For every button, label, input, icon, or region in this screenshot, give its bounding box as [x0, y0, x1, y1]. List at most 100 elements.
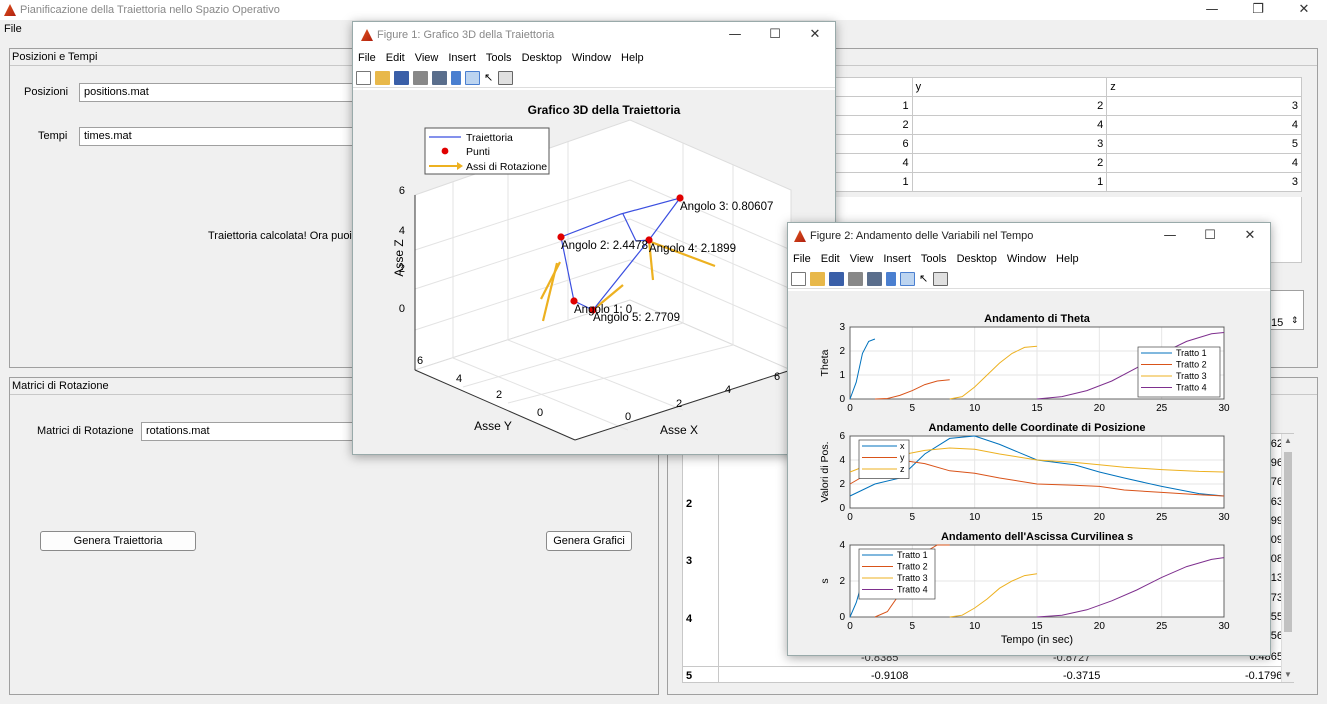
generate-trajectory-button[interactable]: Genera Traiettoria: [40, 531, 196, 551]
y-tick-label: 6: [839, 431, 845, 442]
save-icon[interactable]: [829, 271, 844, 286]
x-tick-label: 20: [1094, 512, 1106, 523]
figure2-minimize-button[interactable]: —: [1163, 228, 1177, 243]
figure1-menu-view[interactable]: View: [414, 52, 439, 64]
rotations-input[interactable]: rotations.mat: [141, 422, 361, 441]
figure2-menu-window[interactable]: Window: [1006, 253, 1047, 265]
legend-entry: Tratto 1: [897, 550, 928, 560]
x-tick-label: 5: [910, 621, 916, 632]
minimize-button[interactable]: —: [1205, 2, 1219, 17]
figure2-menu-view[interactable]: View: [849, 253, 874, 265]
figure2-menu-desktop[interactable]: Desktop: [956, 253, 997, 265]
cell[interactable]: -0.1796: [1245, 670, 1283, 682]
spinner-value[interactable]: 15: [1271, 317, 1284, 329]
cell[interactable]: 5: [1106, 134, 1302, 154]
scroll-down-icon[interactable]: ▼: [1284, 670, 1292, 679]
figure2-menu-edit[interactable]: Edit: [820, 253, 840, 265]
figure2-window[interactable]: Figure 2: Andamento delle Variabili nel …: [787, 222, 1271, 656]
x-tick-label: 0: [625, 411, 631, 423]
figure1-legend[interactable]: Traiettoria Punti Assi di Rotazione: [424, 127, 550, 175]
scroll-thumb[interactable]: [1284, 452, 1292, 632]
cell[interactable]: 3: [911, 134, 1108, 154]
x-tick-label: 5: [910, 512, 916, 523]
legend-entry: x: [900, 441, 905, 451]
figure2-menu-file[interactable]: File: [793, 253, 811, 265]
pointer-icon[interactable]: ↖: [919, 272, 929, 285]
legend-icon[interactable]: [465, 70, 480, 85]
positions-input[interactable]: positions.mat: [79, 83, 369, 102]
figure1-menu-insert[interactable]: Insert: [448, 52, 476, 64]
figure2-toolbar: ↖: [788, 269, 1270, 289]
trajectory-points: [557, 194, 684, 314]
series-line: [1036, 332, 1225, 400]
figure2-menu-tools[interactable]: Tools: [920, 253, 947, 265]
link-plot-icon[interactable]: [867, 271, 882, 286]
spinner-arrows-icon[interactable]: ⇕: [1291, 315, 1299, 325]
figure1-menu-window[interactable]: Window: [571, 52, 612, 64]
cell[interactable]: -0.9108: [871, 670, 909, 682]
colorbar-icon[interactable]: [451, 70, 461, 85]
rotations-panel-title: Matrici di Rotazione: [10, 378, 658, 395]
maximize-button[interactable]: ❐: [1252, 2, 1264, 17]
cell[interactable]: 4: [1106, 153, 1302, 173]
pointer-icon[interactable]: ↖: [484, 71, 494, 84]
angle-annotation: Angolo 5: 2.7709: [593, 312, 680, 324]
legend-icon[interactable]: [900, 271, 915, 286]
open-file-icon[interactable]: [810, 271, 825, 286]
vertical-scrollbar[interactable]: ▲ ▼: [1281, 434, 1294, 682]
figure1-close-button[interactable]: ✕: [809, 27, 821, 42]
figure1-menu-edit[interactable]: Edit: [385, 52, 405, 64]
save-icon[interactable]: [394, 70, 409, 85]
main-titlebar: Pianificazione della Traiettoria nello S…: [0, 0, 1327, 20]
print-icon[interactable]: [848, 271, 863, 286]
z-axis-label: Asse Z: [392, 239, 406, 276]
figure2-menu-insert[interactable]: Insert: [883, 253, 911, 265]
times-input[interactable]: times.mat: [79, 127, 369, 146]
cell[interactable]: 2: [911, 96, 1108, 116]
open-file-icon[interactable]: [375, 70, 390, 85]
figure1-menu-help[interactable]: Help: [621, 52, 644, 64]
close-button[interactable]: ✕: [1298, 2, 1310, 17]
row-divider: [683, 666, 1281, 667]
property-inspector-icon[interactable]: [933, 271, 948, 286]
cell[interactable]: 4: [1106, 115, 1302, 135]
rotations-panel: Matrici di Rotazione Matrici di Rotazion…: [9, 377, 659, 695]
generate-plots-button[interactable]: Genera Grafici: [546, 531, 632, 551]
figure2-maximize-button[interactable]: ☐: [1204, 228, 1216, 243]
cell[interactable]: 3: [1106, 96, 1302, 116]
subplot-legend[interactable]: xyz: [858, 439, 910, 479]
link-plot-icon[interactable]: [432, 70, 447, 85]
cell[interactable]: 4: [911, 115, 1108, 135]
figure1-maximize-button[interactable]: ☐: [769, 27, 781, 42]
subplot-title: Andamento dell'Ascissa Curvilinea s: [941, 531, 1133, 543]
cell[interactable]: -0.3715: [1063, 670, 1101, 682]
figure2-close-button[interactable]: ✕: [1244, 228, 1256, 243]
cell[interactable]: 1: [911, 172, 1108, 192]
figure1-window[interactable]: Figure 1: Grafico 3D della Traiettoria —…: [352, 21, 836, 455]
property-inspector-icon[interactable]: [498, 70, 513, 85]
print-icon[interactable]: [413, 70, 428, 85]
z-tick-label: 0: [399, 303, 405, 315]
figure2-menu-help[interactable]: Help: [1056, 253, 1079, 265]
new-figure-icon[interactable]: [791, 271, 806, 286]
times-label: Tempi: [38, 130, 68, 142]
x-tick-label: 30: [1218, 403, 1230, 414]
x-tick-label: 20: [1094, 621, 1106, 632]
figure1-menu-file[interactable]: File: [358, 52, 376, 64]
scroll-up-icon[interactable]: ▲: [1284, 436, 1292, 445]
colorbar-icon[interactable]: [886, 271, 896, 286]
menu-file[interactable]: File: [4, 23, 22, 35]
cell[interactable]: 2: [911, 153, 1108, 173]
x-tick-label: 10: [969, 512, 981, 523]
x-tick-label: 20: [1094, 403, 1106, 414]
cell[interactable]: 3: [1106, 172, 1302, 192]
legend-entry: Tratto 1: [1176, 348, 1207, 358]
x-tick-label: 2: [676, 398, 682, 410]
figure1-menu-desktop[interactable]: Desktop: [521, 52, 562, 64]
new-figure-icon[interactable]: [356, 70, 371, 85]
figure1-menu-tools[interactable]: Tools: [485, 52, 512, 64]
figure1-minimize-button[interactable]: —: [728, 27, 742, 42]
